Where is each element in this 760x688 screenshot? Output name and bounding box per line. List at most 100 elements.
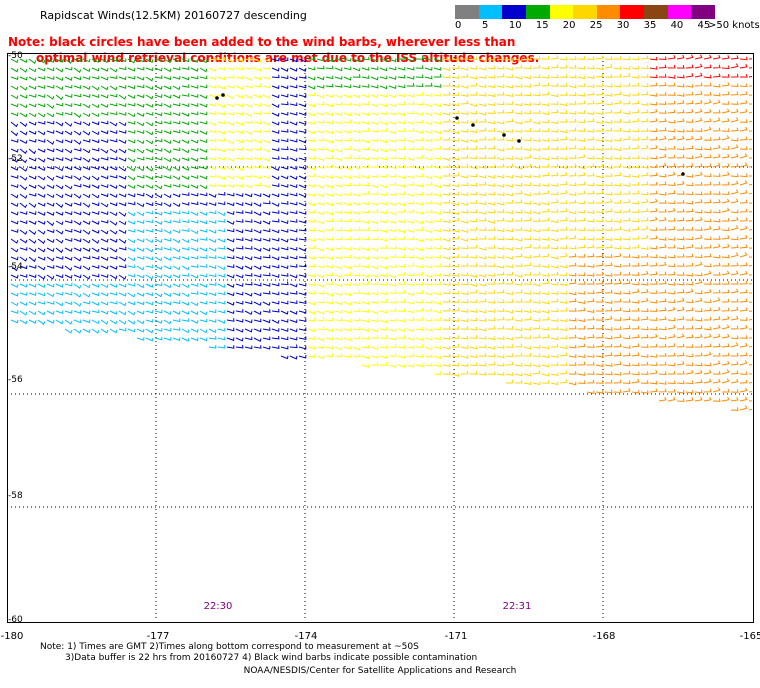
wind-barb [568,92,577,97]
wind-barb [379,165,388,169]
wind-barb [389,181,397,186]
wind-barb [352,155,361,160]
wind-barb [19,130,28,136]
wind-barb [235,237,244,242]
wind-barb [478,57,487,62]
wind-barb [514,334,523,339]
wind-barb [676,74,685,79]
wind-barb [424,229,433,234]
wind-barb [136,166,145,172]
wind-barb [433,254,442,259]
wind-barb [685,182,694,187]
wind-barb [730,335,739,340]
wind-barb [622,145,631,150]
wind-barb [739,119,748,123]
wind-barb [316,112,325,116]
wind-barb [298,165,307,170]
wind-barb [649,388,658,393]
wind-barb [640,128,649,132]
pass-time-label: 22:30 [203,601,233,612]
wind-barb [154,129,163,134]
wind-barb [424,138,433,142]
wind-barb [127,273,136,278]
wind-barb [388,364,397,368]
wind-barb [613,219,622,223]
wind-barb [712,333,721,339]
wind-barb [469,299,478,303]
wind-barb [541,128,550,133]
wind-barb [469,155,478,160]
wind-barb [550,354,559,358]
wind-barb [235,274,244,279]
wind-barb [208,84,217,89]
wind-barb [145,85,154,90]
wind-barb [190,229,199,235]
footer-note-1: Note: 1) Times are GMT 2)Times along bot… [40,642,419,652]
wind-barb [514,308,523,313]
wind-barb [685,362,694,367]
wind-barb [550,191,559,196]
wind-barb [442,146,451,150]
wind-barb [289,93,298,98]
wind-barb [316,119,325,124]
wind-barb [541,363,550,368]
wind-barb [604,335,613,340]
wind-barb [352,112,361,117]
wind-barb [451,343,460,348]
wind-barb [676,343,685,348]
wind-barb [505,326,514,330]
wind-barb [460,182,469,187]
wind-barb [388,328,397,332]
wind-barb [289,192,298,197]
wind-barb [109,255,118,260]
wind-barb [676,289,685,294]
wind-barb [46,184,55,189]
wind-barb [415,271,424,276]
wind-barb [505,264,514,269]
wind-barb [325,83,334,88]
wind-barb [703,326,712,331]
wind-barb [748,75,752,78]
wind-barb [694,325,703,330]
wind-barb [244,84,253,89]
wind-barb [676,316,685,321]
wind-barb [595,325,604,330]
wind-barb [262,301,271,306]
wind-barb [595,253,604,258]
wind-barb [127,75,136,80]
wind-barb [280,273,289,277]
wind-barb [595,156,604,160]
wind-barb [586,163,595,168]
wind-barb [433,301,442,305]
wind-barb [379,362,388,366]
wind-barb [694,245,703,249]
wind-barb [55,67,64,73]
wind-barb [343,354,352,359]
wind-barb [577,165,586,170]
wind-barb [244,265,253,270]
wind-barb [10,175,19,179]
wind-barb [226,75,235,79]
wind-barb [109,247,118,253]
wind-barb [478,362,487,367]
wind-barb [343,146,352,150]
wind-barb [262,148,271,153]
wind-barb [469,289,478,294]
wind-barb [208,138,217,142]
wind-barb [550,372,559,377]
wind-barb [694,334,703,339]
wind-barb [631,109,640,114]
wind-barb [640,118,649,123]
wind-barb [667,64,676,69]
wind-barb [676,389,685,394]
wind-barb [613,291,622,295]
longitude-tick-label: -168 [592,631,616,642]
wind-barb [343,318,352,323]
wind-barb [442,282,451,286]
wind-barb [235,75,244,80]
wind-barb [604,173,613,177]
wind-barb [559,227,568,231]
wind-barb [100,283,109,289]
wind-barb [253,328,262,333]
wind-barb [703,343,712,348]
